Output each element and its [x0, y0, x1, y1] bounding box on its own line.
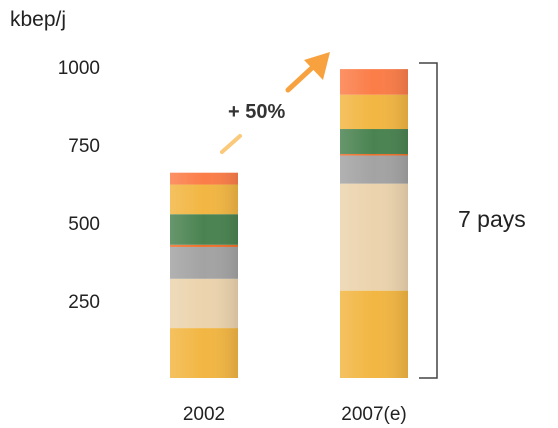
- y-tick-750: 750: [68, 136, 100, 157]
- bracket: [419, 62, 438, 379]
- y-tick-250: 250: [68, 292, 100, 313]
- growth-label: + 50%: [228, 101, 286, 123]
- countries-label: 7 pays: [458, 206, 526, 232]
- unit-label: kbep/j: [10, 8, 67, 31]
- y-tick-500: 500: [68, 214, 100, 235]
- y-tick-1000: 1000: [57, 58, 100, 79]
- growth-arrow-icon: [220, 52, 330, 154]
- x-tick-2007: 2007(e): [341, 404, 407, 425]
- x-tick-2002: 2002: [182, 404, 226, 425]
- bar-shading-2002: [170, 172, 238, 378]
- bar-shading-2007(e): [340, 69, 408, 379]
